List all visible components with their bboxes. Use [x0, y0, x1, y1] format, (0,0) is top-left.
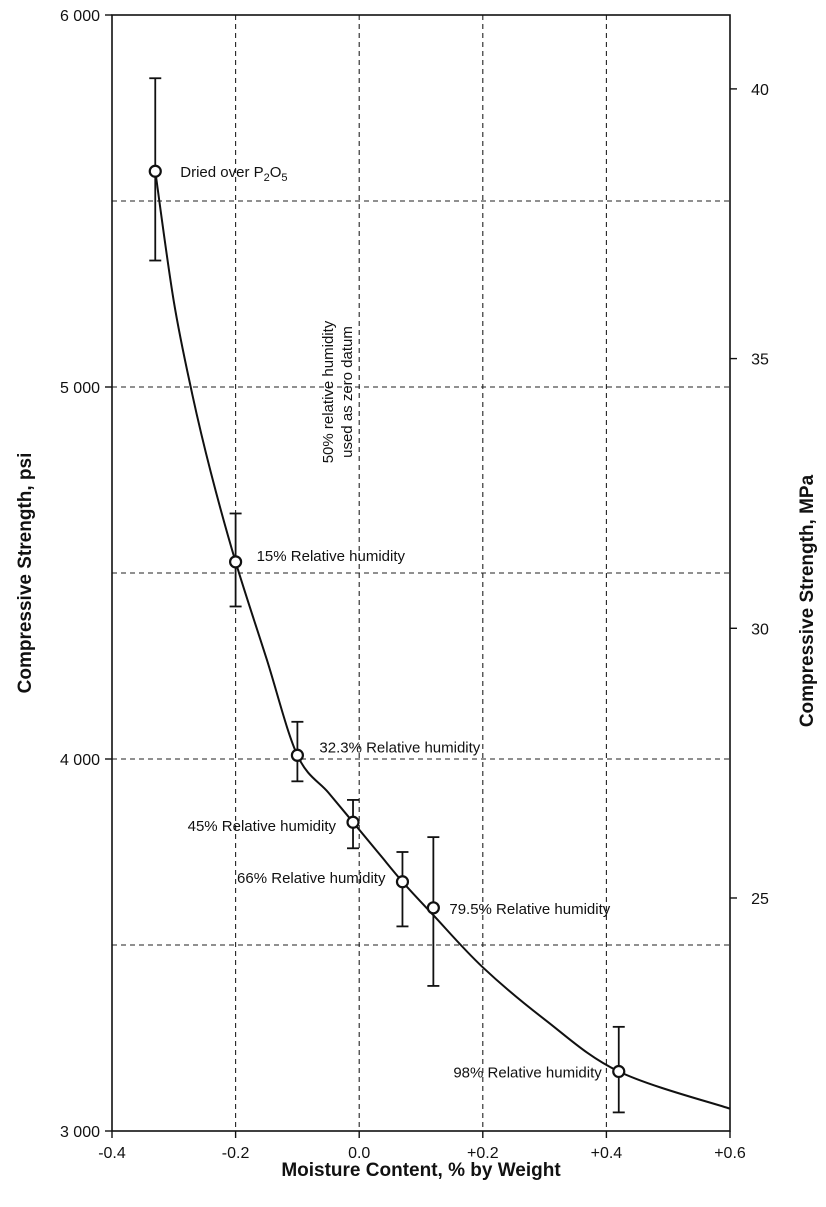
x-tick-label: 0.0 [348, 1145, 370, 1162]
y2-tick-label: 40 [751, 82, 769, 99]
data-point-marker [148, 164, 162, 178]
data-point-marker [612, 1064, 626, 1079]
zero-datum-annotation-line1: 50% relative humidity [320, 320, 337, 463]
x-axis-title: Moisture Content, % by Weight [281, 1160, 561, 1181]
data-point-group [346, 799, 360, 850]
point-labels: Dried over P2O5 15% Relative humidity 32.3… [180, 164, 611, 1081]
axis-ticks: -0.4 -0.2 0.0 +0.2 +0.4 +0.6 3 000 4 000 5 000 6 … [60, 8, 769, 1162]
data-point-group [148, 77, 162, 262]
x-tick-label: +0.4 [591, 1145, 623, 1162]
y-tick-label: 4 000 [60, 752, 100, 769]
y-axis-title: Compressive Strength, psi [15, 453, 36, 694]
x-tick-label: -0.4 [98, 1145, 126, 1162]
point-label: Dried over P2O5 [180, 164, 287, 184]
y-tick-label: 5 000 [60, 380, 100, 397]
y-tick-label: 6 000 [60, 8, 100, 25]
point-label: 79.5% Relative humidity [449, 901, 610, 918]
x-tick-label: +0.6 [714, 1145, 746, 1162]
data-point-marker [346, 815, 360, 829]
data-points [148, 77, 626, 1114]
plot-frame [111, 14, 731, 1132]
data-point-group [229, 512, 243, 608]
data-point-group [612, 1025, 626, 1114]
data-point-marker [229, 555, 243, 569]
point-label: 32.3% Relative humidity [319, 739, 480, 756]
data-point-group [395, 851, 410, 928]
y-tick-label: 3 000 [60, 1124, 100, 1141]
point-label: 45% Relative humidity [188, 818, 337, 835]
data-point-marker [426, 901, 440, 915]
data-point-marker [290, 748, 304, 762]
x-tick-label: +0.2 [467, 1145, 499, 1162]
y2-tick-label: 35 [751, 352, 769, 369]
x-tick-label: -0.2 [222, 1145, 250, 1162]
point-label: 66% Relative humidity [237, 870, 386, 887]
point-label: 98% Relative humidity [453, 1064, 602, 1081]
curve-line [154, 171, 731, 1110]
y2-tick-label: 25 [751, 891, 769, 908]
zero-datum-annotation-line2: used as zero datum [339, 326, 356, 458]
data-point-group [426, 836, 440, 987]
data-point-marker [395, 875, 410, 889]
fitted-curve [154, 171, 731, 1110]
y2-tick-label: 30 [751, 621, 769, 638]
data-point-group [290, 720, 304, 783]
grid-lines [112, 15, 730, 1131]
point-label: 15% Relative humidity [257, 548, 406, 565]
zero-datum-annotation: 50% relative humidity used as zero datum [320, 320, 356, 463]
y2-axis-title: Compressive Strength, MPa [797, 474, 818, 727]
